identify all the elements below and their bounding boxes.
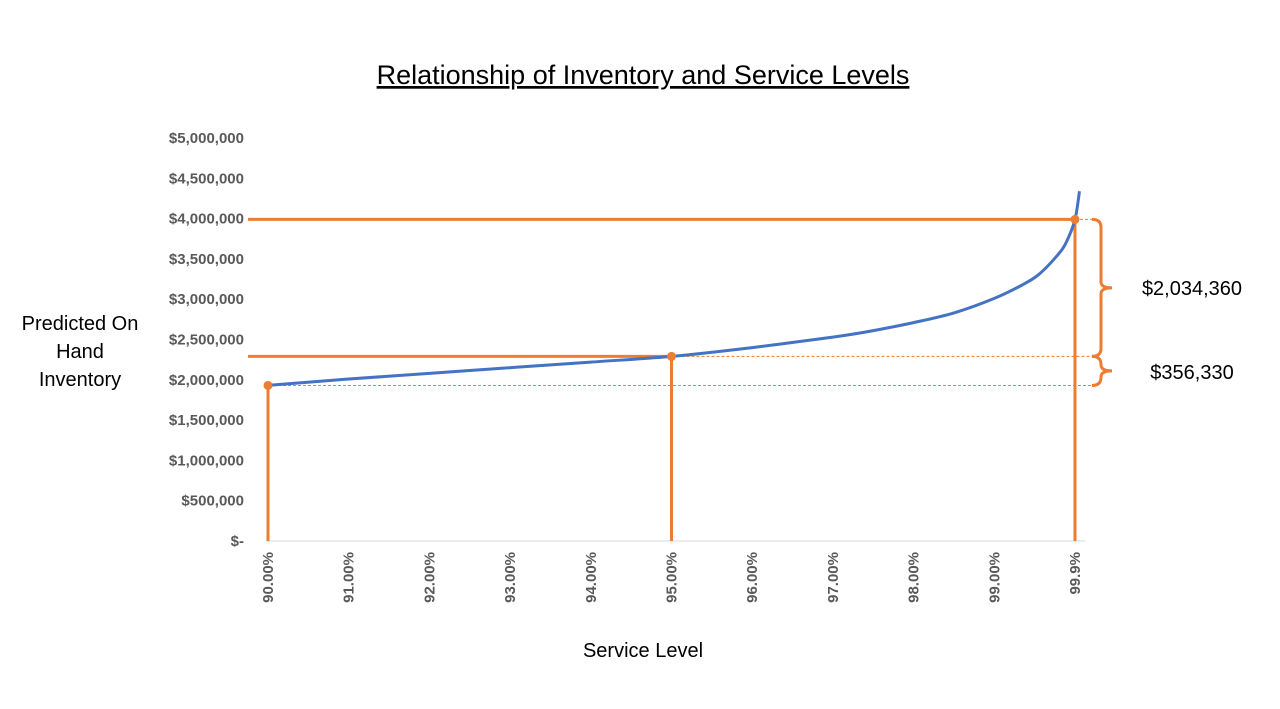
- y-tick-label: $3,000,000: [169, 291, 244, 308]
- y-tick-label: $5,000,000: [169, 130, 244, 147]
- annotation-difference-high: $2,034,360: [1142, 278, 1242, 300]
- y-axis-label-line: Predicted On: [22, 313, 139, 335]
- y-tick-label: $2,000,000: [169, 372, 244, 389]
- curly-brace: [1091, 217, 1113, 358]
- x-tick-label: 99.9%: [1067, 552, 1084, 595]
- highlight-point: [263, 380, 273, 390]
- x-tick-label: 99.00%: [986, 552, 1003, 603]
- x-tick-label: 98.00%: [906, 552, 923, 603]
- x-tick-label: 90.00%: [260, 552, 277, 603]
- highlight-guides: [248, 217, 1096, 541]
- highlight-point: [1070, 214, 1080, 224]
- highlight-markers: [263, 214, 1080, 390]
- y-tick-label: $4,000,000: [169, 211, 244, 228]
- chart-title: Relationship of Inventory and Service Le…: [377, 60, 910, 90]
- x-tick-label: 95.00%: [664, 552, 681, 603]
- x-tick-label: 96.00%: [744, 552, 761, 603]
- y-axis-label-line: Hand: [56, 341, 104, 363]
- x-tick-label: 92.00%: [421, 552, 438, 603]
- y-axis-label: Predicted On Hand Inventory: [22, 313, 139, 391]
- series-group: [267, 190, 1081, 387]
- x-tick-label: 93.00%: [502, 552, 519, 603]
- y-axis-ticks: $- $500,000 $1,000,000 $1,500,000 $2,000,000…: [169, 130, 244, 550]
- y-tick-label: $1,500,000: [169, 412, 244, 429]
- annotation-braces: $2,034,360 $356,330: [1091, 217, 1242, 387]
- y-tick-label: $3,500,000: [169, 251, 244, 268]
- curly-brace: [1091, 354, 1113, 387]
- x-axis-ticks: 90.00% 91.00% 92.00% 93.00% 94.00% 95.00% 96.0…: [260, 552, 1084, 603]
- y-tick-label: $-: [231, 533, 244, 550]
- x-axis-label: Service Level: [583, 640, 703, 662]
- y-axis-label-line: Inventory: [39, 369, 121, 391]
- y-tick-label: $1,000,000: [169, 452, 244, 469]
- series-line: [267, 190, 1081, 387]
- y-tick-label: $500,000: [181, 493, 244, 510]
- highlight-point: [667, 351, 676, 361]
- y-tick-label: $4,500,000: [169, 170, 244, 187]
- y-tick-label: $2,500,000: [169, 332, 244, 349]
- x-tick-label: 97.00%: [825, 552, 842, 603]
- x-tick-label: 91.00%: [341, 552, 358, 603]
- annotation-difference-low: $356,330: [1150, 362, 1233, 384]
- x-tick-label: 94.00%: [583, 552, 600, 603]
